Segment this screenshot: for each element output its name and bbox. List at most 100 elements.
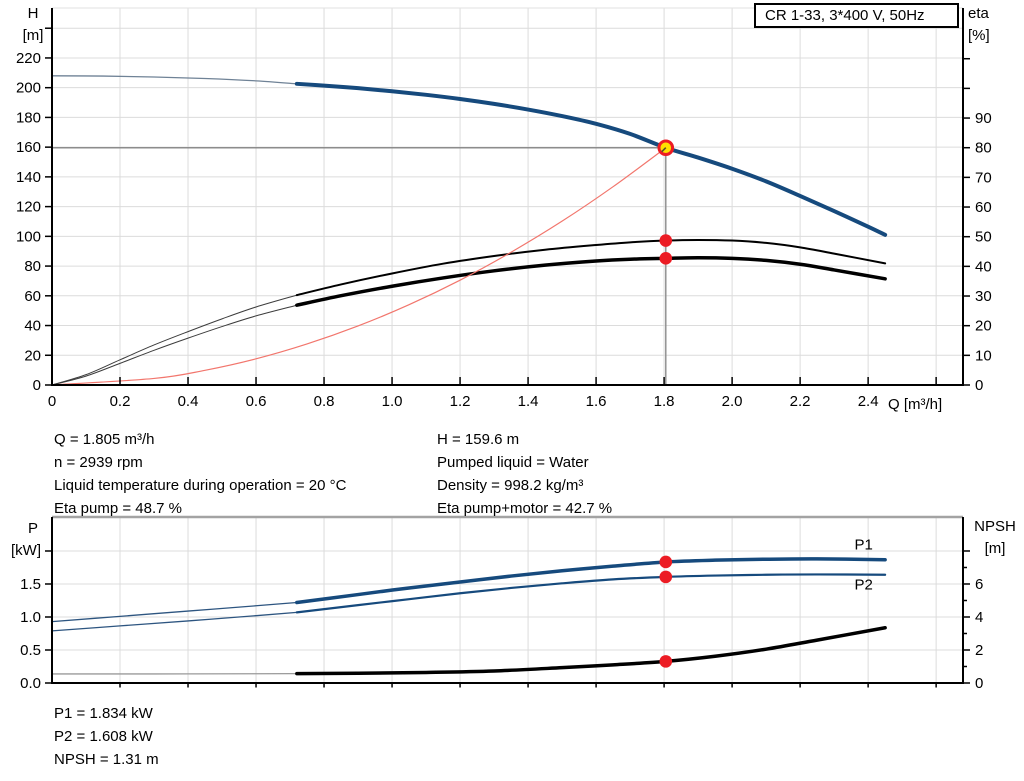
svg-text:40: 40 <box>24 318 41 335</box>
h-axis-unit: [m] <box>22 27 44 44</box>
series-head-curve-ext <box>51 75 298 85</box>
operating-point-info: Q = 1.805 m³/h n = 2939 rpm Liquid tempe… <box>54 428 346 520</box>
operating-dot-marker <box>659 655 673 668</box>
svg-text:30: 30 <box>975 288 992 305</box>
operating-dot-marker <box>659 555 673 569</box>
svg-text:40: 40 <box>975 258 992 275</box>
series-eta-pump-motor-ext <box>51 304 298 386</box>
series-head-curve <box>294 81 888 237</box>
svg-text:0.6: 0.6 <box>246 393 267 410</box>
eta-axis-title: eta <box>968 5 989 22</box>
svg-text:1.0: 1.0 <box>20 609 41 626</box>
svg-text:0.5: 0.5 <box>20 642 41 659</box>
svg-text:0: 0 <box>33 377 41 394</box>
svg-text:2.0: 2.0 <box>722 393 743 410</box>
svg-text:0.0: 0.0 <box>20 675 41 692</box>
svg-text:80: 80 <box>24 258 41 275</box>
chart-0-right-ticks: 0 10 20 30 40 50 60 70 80 90 <box>963 57 992 394</box>
curve-label-P1: P1 <box>855 537 873 554</box>
svg-text:0.2: 0.2 <box>110 393 131 410</box>
svg-text:0: 0 <box>975 377 983 394</box>
svg-text:20: 20 <box>24 347 41 364</box>
series-p2-curve-ext <box>51 611 298 632</box>
pump-model-label: CR 1-33, 3*400 V, 50Hz <box>754 3 959 28</box>
svg-text:0.4: 0.4 <box>178 393 199 410</box>
svg-text:70: 70 <box>975 169 992 186</box>
info-liquid: Pumped liquid = Water <box>437 454 589 471</box>
operating-point-info-right: H = 159.6 m Pumped liquid = Water Densit… <box>437 428 612 520</box>
npsh-axis-title: NPSH <box>974 518 1016 535</box>
p-axis-unit: [kW] <box>11 542 41 559</box>
info-speed: n = 2939 rpm <box>54 454 143 471</box>
operating-dot-marker <box>659 252 673 265</box>
eta-axis-unit: [%] <box>968 27 990 44</box>
svg-text:60: 60 <box>975 199 992 216</box>
svg-text:1.8: 1.8 <box>654 393 675 410</box>
svg-text:6: 6 <box>975 576 983 593</box>
svg-text:2.4: 2.4 <box>858 393 879 410</box>
series-eta-pump-ext <box>51 294 298 386</box>
svg-text:50: 50 <box>975 229 992 246</box>
series-npsh-curve <box>295 625 887 676</box>
info-temp: Liquid temperature during operation = 20… <box>54 477 347 494</box>
info-p1: P1 = 1.834 kW <box>54 705 153 722</box>
chart-1-right-ticks: 0 2 4 6 <box>963 550 983 692</box>
svg-text:90: 90 <box>975 110 992 127</box>
svg-text:0: 0 <box>975 675 983 692</box>
svg-text:1.6: 1.6 <box>586 393 607 410</box>
svg-text:P1: P1 <box>855 537 873 554</box>
series-system-curve <box>51 147 667 386</box>
chart-1-frame <box>51 515 964 684</box>
series-eta-pump-motor <box>295 256 887 307</box>
h-axis-title: H <box>27 5 39 22</box>
svg-text:180: 180 <box>16 109 41 126</box>
svg-text:80: 80 <box>975 140 992 157</box>
svg-text:10: 10 <box>975 347 992 364</box>
svg-text:1.4: 1.4 <box>518 393 539 410</box>
operating-dot-marker <box>659 234 673 247</box>
info-npsh: NPSH = 1.31 m <box>54 751 159 768</box>
svg-text:60: 60 <box>24 288 41 305</box>
svg-text:2: 2 <box>975 642 983 659</box>
series-eta-pump <box>295 238 887 297</box>
svg-text:2.2: 2.2 <box>790 393 811 410</box>
power-info: P1 = 1.834 kW P2 = 1.608 kW NPSH = 1.31 … <box>54 702 159 771</box>
svg-text:P2: P2 <box>855 576 873 593</box>
duty-point-marker[interactable] <box>657 139 675 157</box>
svg-text:220: 220 <box>16 50 41 67</box>
operating-dot-marker <box>659 570 673 584</box>
series-p2-curve <box>295 573 887 614</box>
svg-text:4: 4 <box>975 609 983 626</box>
chart-0-x-ticks: 0 0.2 0.4 0.6 0.8 1.0 1.2 1.4 1.6 1.8 2.0 2.2 2.4 <box>48 377 937 410</box>
p-axis-title: P <box>27 520 38 537</box>
chart-0-frame <box>51 7 964 386</box>
svg-text:120: 120 <box>16 199 41 216</box>
info-density: Density = 998.2 kg/m³ <box>437 477 584 494</box>
info-p2: P2 = 1.608 kW <box>54 728 153 745</box>
info-eta-pump: Eta pump = 48.7 % <box>54 500 182 517</box>
svg-text:1.0: 1.0 <box>382 393 403 410</box>
series-p1-curve-ext <box>51 601 298 623</box>
svg-text:1.5: 1.5 <box>20 576 41 593</box>
chart-1-x-ticks <box>119 683 937 688</box>
svg-text:100: 100 <box>16 228 41 245</box>
svg-text:1.2: 1.2 <box>450 393 471 410</box>
q-axis-title: Q [m³/h] <box>888 396 943 413</box>
chart-1-gridlines <box>52 517 963 683</box>
svg-text:160: 160 <box>16 139 41 156</box>
series-p1-curve <box>295 557 887 605</box>
npsh-axis-unit: [m] <box>984 540 1006 557</box>
svg-text:0: 0 <box>48 393 56 410</box>
svg-text:200: 200 <box>16 80 41 97</box>
curve-label-P2: P2 <box>855 576 873 593</box>
info-flow: Q = 1.805 m³/h <box>54 431 155 448</box>
chart-0-gridlines <box>52 8 963 385</box>
chart-0-left-ticks: 0 20 40 60 80 100 120 140 160 180 200 220 <box>16 27 52 394</box>
info-eta-pump-motor: Eta pump+motor = 42.7 % <box>437 500 613 517</box>
svg-text:0.8: 0.8 <box>314 393 335 410</box>
svg-text:140: 140 <box>16 169 41 186</box>
chart-1-left-ticks: 0.0 0.5 1.0 1.5 <box>20 550 52 692</box>
info-head: H = 159.6 m <box>437 431 520 448</box>
svg-text:20: 20 <box>975 318 992 335</box>
